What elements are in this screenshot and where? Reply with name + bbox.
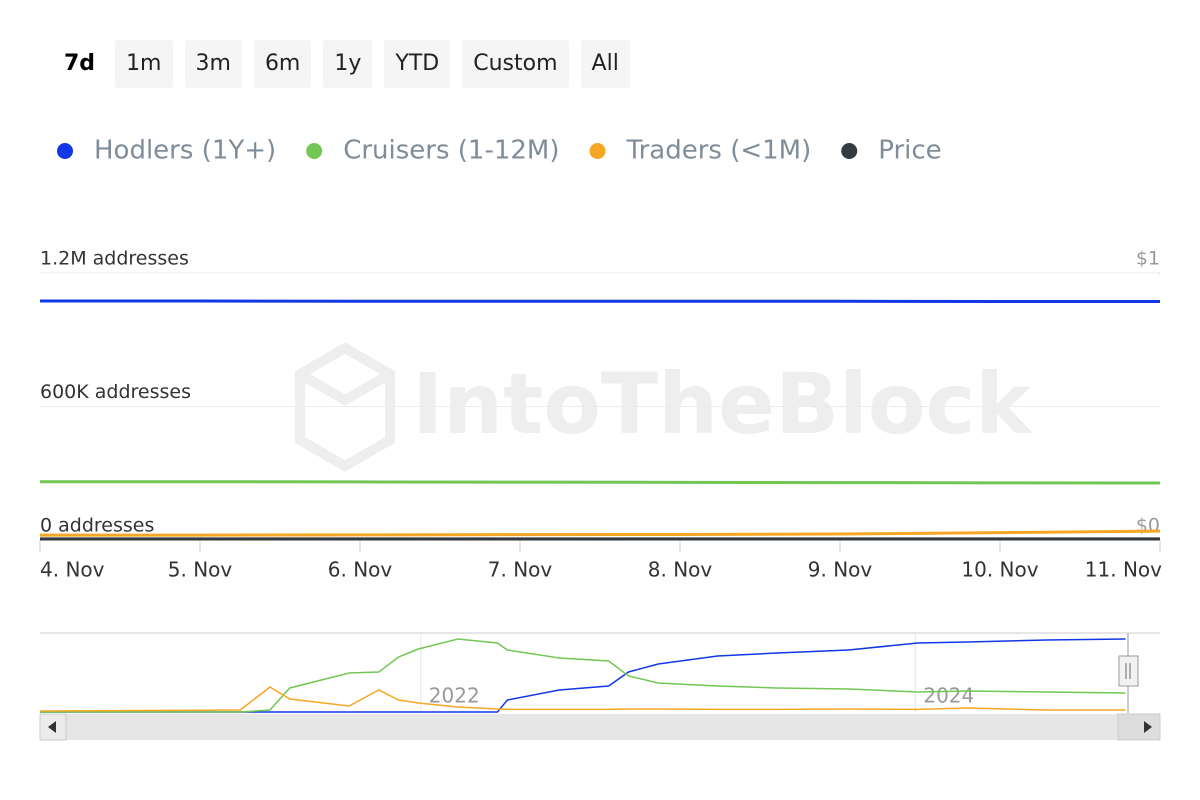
legend-marker <box>589 143 606 159</box>
legend-label[interactable]: Traders (<1M) <box>626 136 812 166</box>
navigator-tick-label: 2024 <box>923 684 974 708</box>
range-button[interactable]: YTD <box>384 40 451 88</box>
y-tick-label: 0 addresses <box>40 515 154 537</box>
range-button[interactable]: 7d <box>56 40 104 88</box>
watermark: IntoTheBlock <box>412 355 1033 453</box>
handle-grip <box>1125 663 1131 679</box>
range-button[interactable]: 1m <box>115 40 173 88</box>
y2-tick-label: $1 <box>1136 248 1160 270</box>
y-tick-label: 600K addresses <box>40 381 191 403</box>
range-button[interactable]: Custom <box>462 40 569 88</box>
legend-label[interactable]: Price <box>878 136 941 166</box>
legend-marker <box>306 143 323 159</box>
arrow-left <box>48 721 56 733</box>
watermark-logo <box>295 342 395 472</box>
x-tick-label: 8. Nov <box>648 558 713 582</box>
range-button[interactable]: All <box>580 40 630 88</box>
range-button[interactable]: 6m <box>253 40 312 88</box>
x-tick-label: 10. Nov <box>961 558 1038 582</box>
x-tick-label: 6. Nov <box>328 558 393 582</box>
navigator-handle[interactable] <box>1118 655 1139 687</box>
navigator-tick-label: 2022 <box>429 684 480 708</box>
y2-tick-label: $0 <box>1136 515 1160 537</box>
arrow-right <box>1144 721 1152 733</box>
y-tick-label: 1.2M addresses <box>40 248 189 270</box>
navigator-bg <box>40 633 1160 713</box>
x-tick-label: 9. Nov <box>808 558 873 582</box>
range-selector: 7d 1m 3m 6m 1y YTD Custom All <box>56 40 630 88</box>
scrollbar[interactable] <box>40 714 1160 740</box>
series-line <box>40 638 1126 713</box>
legend-label[interactable]: Hodlers (1Y+) <box>94 136 276 166</box>
x-tick-label: 7. Nov <box>488 558 553 582</box>
series-line <box>40 638 1126 713</box>
series-line <box>40 480 1161 485</box>
series-line <box>39 686 1126 712</box>
range-button[interactable]: 1y <box>323 40 373 88</box>
x-tick-label: 4. Nov <box>40 558 105 582</box>
range-button[interactable]: 3m <box>184 40 242 88</box>
legend-label[interactable]: Cruisers (1-12M) <box>343 136 559 166</box>
x-tick-label: 5. Nov <box>168 558 233 582</box>
scroll-right[interactable] <box>1117 713 1161 741</box>
series-line <box>40 529 1161 537</box>
x-tick-label: 11. Nov <box>1085 558 1162 582</box>
legend-marker <box>841 143 858 159</box>
legend-marker <box>57 143 73 159</box>
